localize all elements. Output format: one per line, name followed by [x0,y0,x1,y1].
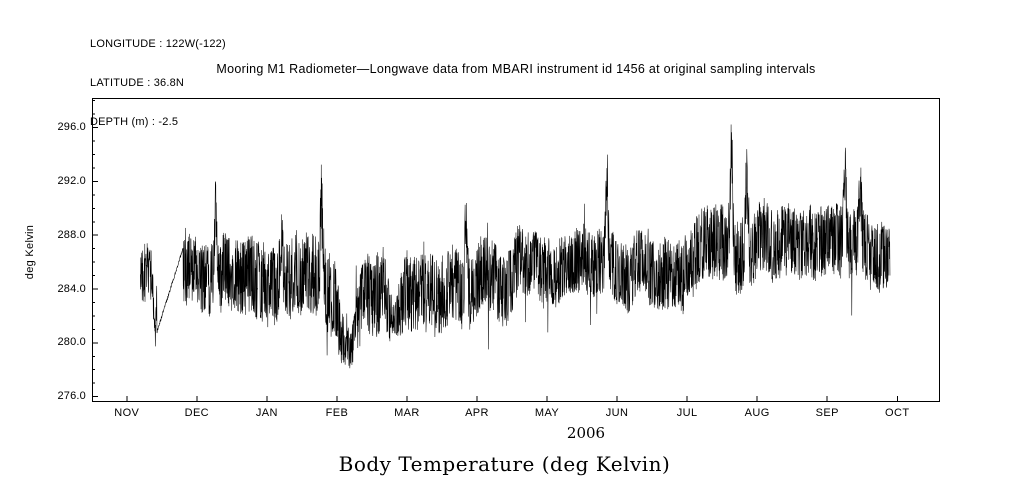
y-tick-label: 284.0 [57,282,86,295]
plot-area [92,98,940,402]
x-tick-label: OCT [885,407,910,419]
metadata-block: LONGITUDE : 122W(-122) LATITUDE : 36.8N … [90,12,226,155]
x-tick-label: NOV [114,407,140,419]
y-tick-label: 276.0 [57,390,86,403]
y-tick-label: 288.0 [57,228,86,241]
y-axis-label: deg Kelvin [24,224,36,280]
y-tick-label: 292.0 [57,174,86,187]
x-tick-label: AUG [744,407,770,419]
plot-title: Mooring M1 Radiometer—Longwave data from… [216,62,816,76]
x-tick-label: FEB [325,407,349,419]
temperature-series-line [140,124,891,369]
x-tick-label: JUL [676,407,698,419]
x-tick-label: APR [465,407,489,419]
x-tick-label: MAR [394,407,420,419]
x-tick-label: DEC [184,407,210,419]
x-axis-year-label: 2006 [566,424,606,442]
y-tick-label: 280.0 [57,336,86,349]
x-tick-label: MAY [534,407,560,419]
figure-caption: Body Temperature (deg Kelvin) [338,452,671,476]
x-tick-label: JAN [255,407,278,419]
x-tick-label: SEP [815,407,839,419]
longitude-label: LONGITUDE : 122W(-122) [90,38,226,50]
latitude-label: LATITUDE : 36.8N [90,77,185,89]
x-tick-label: JUN [605,407,629,419]
depth-label: DEPTH (m) : -2.5 [90,116,179,128]
y-tick-label: 296.0 [57,121,86,134]
